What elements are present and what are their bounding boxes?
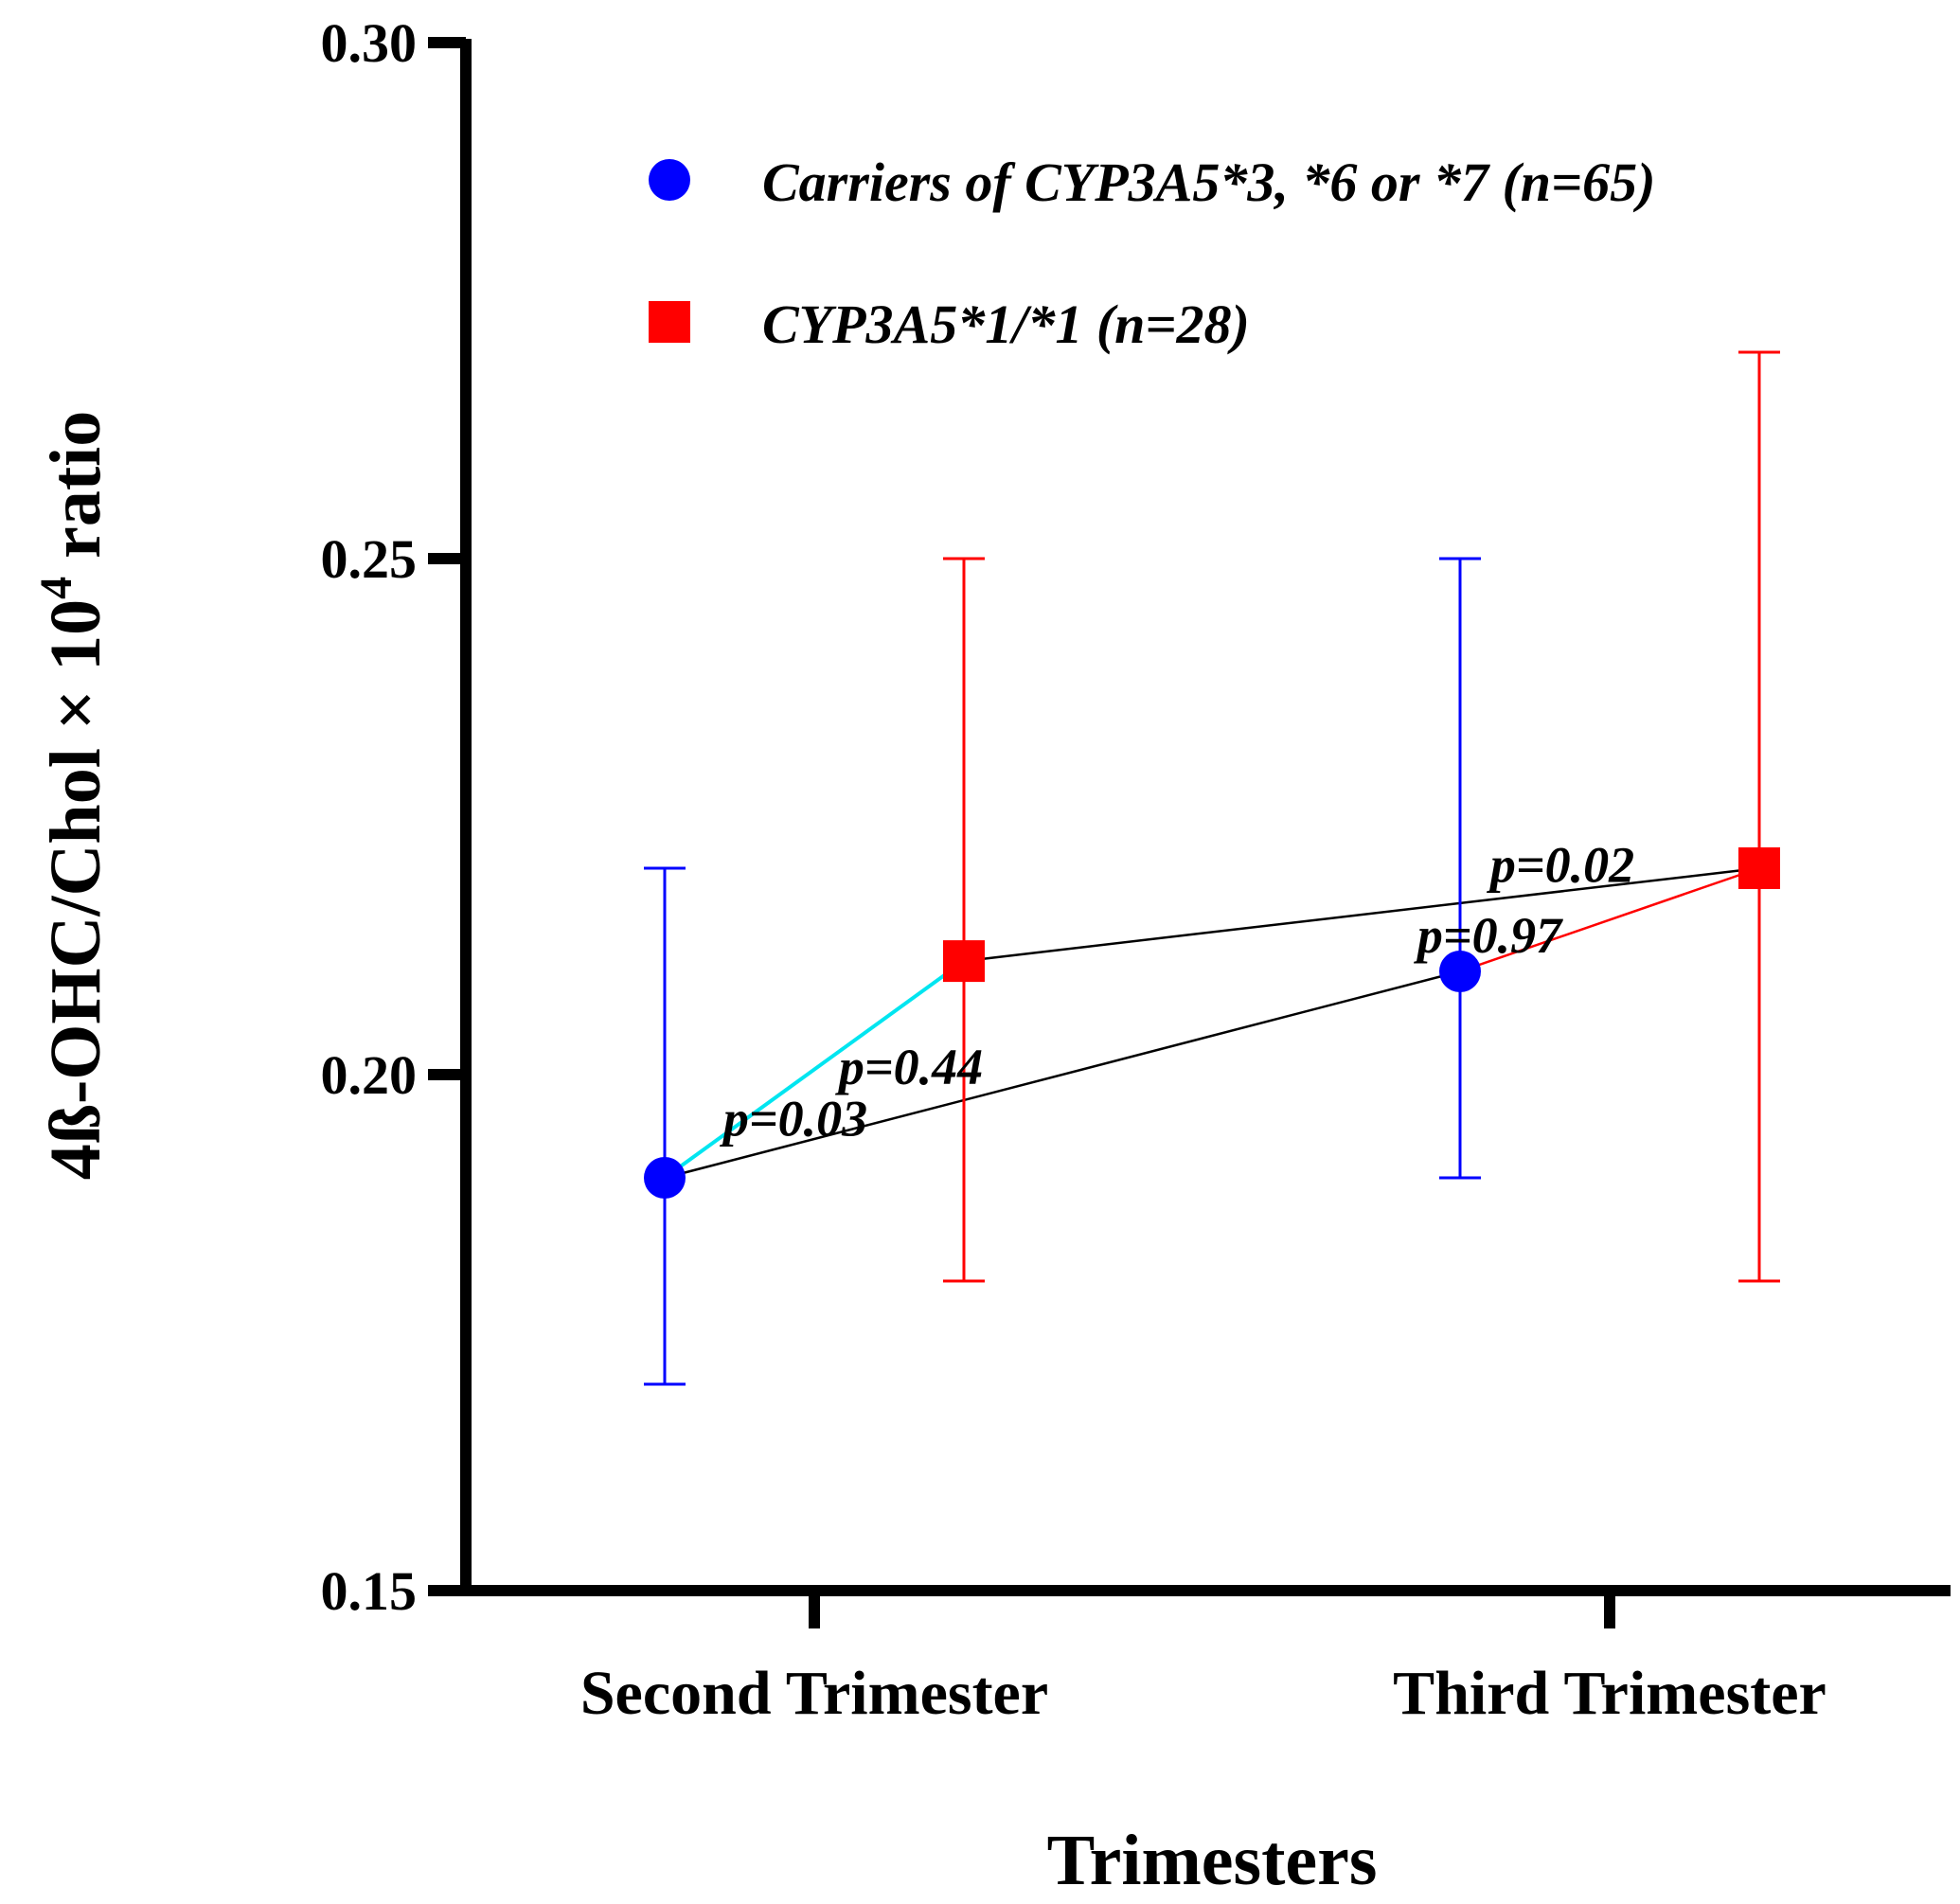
data-point-circle — [644, 1157, 686, 1199]
legend-label-carriers: Carriers of CYP3A5*3, *6 or *7 (n=65) — [762, 151, 1655, 213]
p-value-label: p=0.97 — [1414, 907, 1563, 964]
y-axis-title-exponent: 4 — [31, 577, 81, 599]
y-tick-label: 0.30 — [321, 12, 418, 74]
p-value-labels: p=0.44p=0.03 p=0.02 p=0.97 — [720, 837, 1634, 1148]
y-axis-title-main: 4ß-OHC/Chol × 10 — [36, 599, 116, 1180]
data-point-square — [943, 940, 985, 983]
legend-marker-homozygous — [649, 301, 690, 343]
error-bar — [1439, 557, 1481, 1180]
p-value-label: p=0.44 — [835, 1039, 983, 1095]
y-axis-title-suffix: ratio — [36, 411, 116, 577]
p-value-label: p=0.03 — [720, 1091, 867, 1148]
comparison-line — [664, 970, 1461, 1180]
data-markers — [644, 847, 1780, 1199]
p-value-label: p=0.02 — [1487, 837, 1634, 894]
error-bar — [1738, 350, 1780, 1283]
x-category-label: Third Trimester — [1393, 1659, 1826, 1728]
comparison-line — [663, 959, 966, 1180]
data-point-square — [1738, 847, 1780, 889]
legend: Carriers of CYP3A5*3, *6 or *7 (n=65) CY… — [649, 151, 1655, 355]
x-category-label: Second Trimester — [580, 1659, 1048, 1728]
error-bar — [943, 557, 985, 1283]
x-axis-title: Trimesters — [1047, 1821, 1378, 1900]
comparison-lines — [663, 866, 1760, 1180]
y-tick-label: 0.25 — [321, 528, 418, 590]
axes: 0.15 0.20 0.25 0.30 Second Trimester Third Tr… — [321, 12, 1951, 1728]
error-bars — [644, 350, 1780, 1386]
comparison-line — [1459, 866, 1760, 973]
y-tick-label: 0.15 — [321, 1560, 418, 1622]
error-bar — [644, 866, 686, 1386]
y-axis-title: 4ß-OHC/Chol × 104 ratio — [31, 411, 116, 1181]
data-point-circle — [1439, 951, 1481, 992]
y-tick-label: 0.20 — [321, 1044, 418, 1106]
legend-marker-carriers — [649, 159, 690, 201]
comparison-line — [963, 866, 1760, 963]
legend-label-homozygous: CYP3A5*1/*1 (n=28) — [762, 294, 1250, 355]
